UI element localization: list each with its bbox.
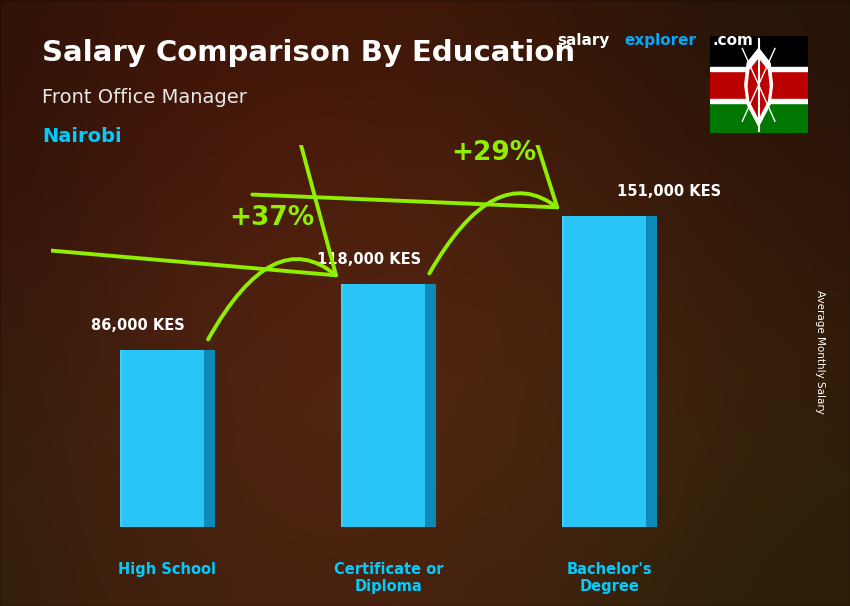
Polygon shape — [562, 216, 564, 527]
Polygon shape — [341, 284, 343, 527]
Polygon shape — [204, 350, 215, 527]
Text: .com: .com — [712, 33, 753, 48]
Bar — [710, 68, 808, 101]
Text: 86,000 KES: 86,000 KES — [91, 318, 184, 333]
Polygon shape — [745, 48, 773, 126]
Text: +29%: +29% — [450, 140, 536, 166]
Text: +37%: +37% — [230, 205, 314, 231]
Text: 118,000 KES: 118,000 KES — [316, 252, 421, 267]
Polygon shape — [120, 350, 122, 527]
Text: salary: salary — [557, 33, 609, 48]
Text: High School: High School — [118, 562, 216, 576]
Text: Front Office Manager: Front Office Manager — [42, 88, 247, 107]
Bar — [710, 67, 808, 71]
Text: 151,000 KES: 151,000 KES — [617, 184, 722, 199]
Bar — [710, 99, 808, 103]
Polygon shape — [646, 216, 657, 527]
Polygon shape — [562, 216, 646, 527]
FancyArrowPatch shape — [32, 0, 336, 339]
Bar — [710, 36, 808, 68]
Text: Salary Comparison By Education: Salary Comparison By Education — [42, 39, 575, 67]
Bar — [710, 101, 808, 133]
Text: explorer: explorer — [625, 33, 697, 48]
Text: Bachelor's
Degree: Bachelor's Degree — [567, 562, 653, 594]
Polygon shape — [120, 350, 204, 527]
Polygon shape — [425, 284, 436, 527]
Text: Nairobi: Nairobi — [42, 127, 122, 146]
Polygon shape — [748, 59, 769, 118]
Polygon shape — [341, 284, 425, 527]
Text: Average Monthly Salary: Average Monthly Salary — [815, 290, 825, 413]
Text: Certificate or
Diploma: Certificate or Diploma — [334, 562, 443, 594]
FancyArrowPatch shape — [252, 0, 558, 273]
